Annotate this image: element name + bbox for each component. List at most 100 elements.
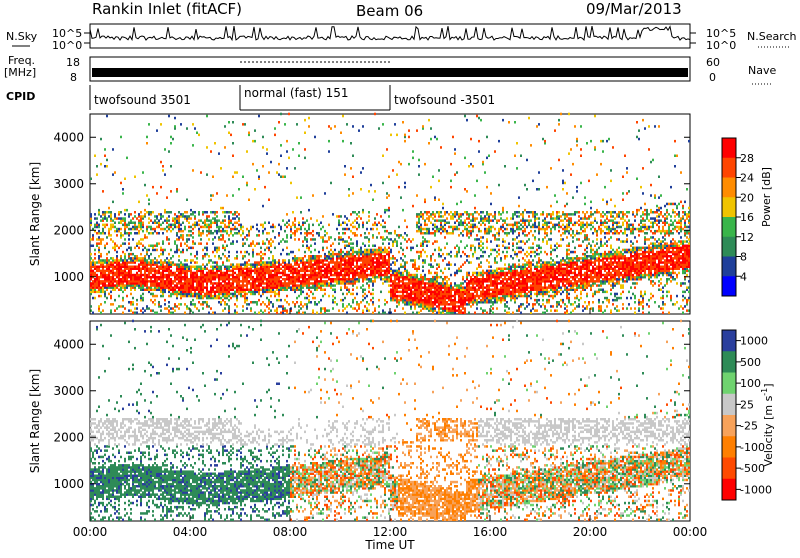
- data-cell: [194, 242, 196, 245]
- data-cell: [382, 255, 384, 258]
- data-cell: [208, 270, 210, 273]
- data-cell: [462, 222, 464, 225]
- data-cell: [480, 236, 482, 239]
- data-cell: [446, 301, 448, 304]
- data-cell: [214, 142, 216, 145]
- data-cell: [424, 251, 426, 254]
- data-cell: [394, 309, 396, 312]
- data-cell: [206, 253, 208, 256]
- data-cell: [422, 236, 424, 239]
- beam-title: Beam 06: [356, 2, 423, 20]
- data-cell: [150, 219, 152, 222]
- data-cell: [424, 282, 426, 285]
- data-cell: [204, 301, 206, 304]
- data-cell: [94, 278, 96, 281]
- nave-label: Nave: [748, 64, 776, 77]
- data-cell: [224, 230, 226, 233]
- data-cell: [154, 268, 156, 271]
- data-cell: [362, 299, 364, 302]
- data-cell: [214, 282, 216, 285]
- data-cell: [184, 303, 186, 306]
- data-cell: [274, 259, 276, 262]
- data-cell: [404, 134, 406, 137]
- data-cell: [226, 211, 228, 214]
- data-cell: [134, 176, 136, 179]
- data-cell: [186, 305, 188, 308]
- data-cell: [376, 249, 378, 252]
- data-cell: [142, 222, 144, 225]
- data-cell: [210, 270, 212, 273]
- data-cell: [416, 268, 418, 271]
- data-cell: [290, 182, 292, 185]
- data-cell: [336, 215, 338, 218]
- data-cell: [90, 257, 92, 260]
- data-cell: [186, 127, 188, 130]
- data-cell: [480, 119, 482, 122]
- data-cell: [470, 276, 472, 279]
- data-cell: [232, 142, 234, 145]
- data-cell: [386, 196, 388, 199]
- data-cell: [448, 213, 450, 216]
- data-cell: [292, 251, 294, 254]
- data-cell: [462, 251, 464, 254]
- data-cell: [422, 249, 424, 252]
- data-cell: [232, 263, 234, 266]
- data-cell: [136, 266, 138, 269]
- data-cell: [214, 261, 216, 264]
- data-cell: [352, 293, 354, 296]
- data-cell: [492, 289, 494, 292]
- data-cell: [452, 286, 454, 289]
- data-cell: [96, 232, 98, 235]
- data-cell: [484, 215, 486, 218]
- data-cell: [264, 309, 266, 312]
- data-cell: [306, 219, 308, 222]
- data-cell: [346, 240, 348, 243]
- data-cell: [496, 232, 498, 235]
- data-cell: [168, 224, 170, 227]
- data-cell: [356, 301, 358, 304]
- data-cell: [464, 247, 466, 250]
- data-cell: [444, 247, 446, 250]
- data-cell: [440, 255, 442, 258]
- data-cell: [282, 278, 284, 281]
- data-cell: [346, 286, 348, 289]
- data-cell: [432, 291, 434, 294]
- data-cell: [492, 226, 494, 229]
- data-cell: [314, 242, 316, 245]
- data-cell: [452, 136, 454, 139]
- data-cell: [246, 228, 248, 231]
- data-cell: [172, 138, 174, 141]
- data-cell: [182, 230, 184, 233]
- data-cell: [388, 247, 390, 250]
- data-cell: [408, 129, 410, 132]
- data-cell: [266, 305, 268, 308]
- data-cell: [412, 205, 414, 208]
- data-cell: [474, 286, 476, 289]
- data-cell: [320, 299, 322, 302]
- data-cell: [148, 226, 150, 229]
- data-cell: [312, 297, 314, 300]
- data-cell: [106, 253, 108, 256]
- data-cell: [452, 226, 454, 229]
- data-cell: [480, 249, 482, 252]
- data-cell: [364, 293, 366, 296]
- data-cell: [324, 253, 326, 256]
- data-cell: [192, 169, 194, 172]
- data-cell: [432, 176, 434, 179]
- data-cell: [482, 251, 484, 254]
- data-cell: [480, 266, 482, 269]
- data-cell: [274, 134, 276, 137]
- data-cell: [234, 303, 236, 306]
- data-cell: [242, 230, 244, 233]
- data-cell: [484, 286, 486, 289]
- data-cell: [460, 270, 462, 273]
- data-cell: [362, 209, 364, 212]
- data-cell: [490, 192, 492, 195]
- data-cell: [468, 261, 470, 264]
- data-cell: [442, 207, 444, 210]
- data-cell: [288, 274, 290, 277]
- data-cell: [156, 249, 158, 252]
- data-cell: [490, 249, 492, 252]
- data-cell: [202, 268, 204, 271]
- data-cell: [194, 127, 196, 130]
